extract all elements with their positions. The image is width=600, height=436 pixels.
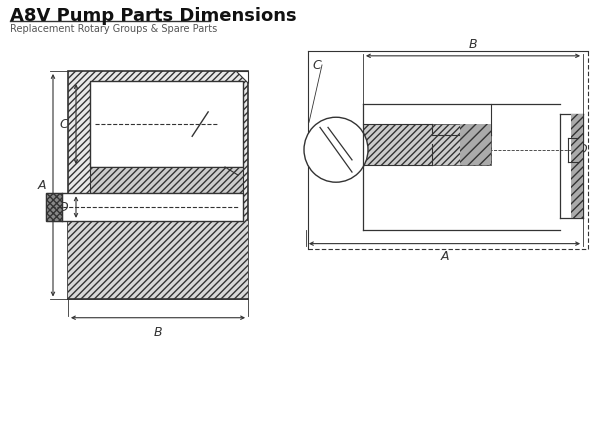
Text: A: A xyxy=(37,179,46,192)
Polygon shape xyxy=(236,71,248,83)
Text: C: C xyxy=(59,118,68,131)
Bar xyxy=(571,114,583,218)
Bar xyxy=(46,194,243,221)
Bar xyxy=(46,194,62,221)
Text: D: D xyxy=(58,201,68,214)
Text: Replacement Rotary Groups & Spare Parts: Replacement Rotary Groups & Spare Parts xyxy=(10,24,217,34)
Text: A8V Pump Parts Dimensions: A8V Pump Parts Dimensions xyxy=(10,7,296,25)
Text: SUPER HYDRAULICS: SUPER HYDRAULICS xyxy=(15,406,249,426)
Text: B: B xyxy=(154,326,163,339)
Bar xyxy=(363,124,491,165)
Text: C: C xyxy=(312,59,321,72)
Text: D: D xyxy=(578,143,587,156)
Bar xyxy=(68,221,248,300)
Bar xyxy=(90,167,243,194)
Bar xyxy=(460,124,491,165)
Text: E-mail: sales@super-hyd.com: E-mail: sales@super-hyd.com xyxy=(360,411,524,421)
Bar xyxy=(90,81,243,167)
Text: B: B xyxy=(469,38,478,51)
Text: A: A xyxy=(440,250,449,263)
Circle shape xyxy=(304,117,368,182)
Bar xyxy=(68,71,248,300)
